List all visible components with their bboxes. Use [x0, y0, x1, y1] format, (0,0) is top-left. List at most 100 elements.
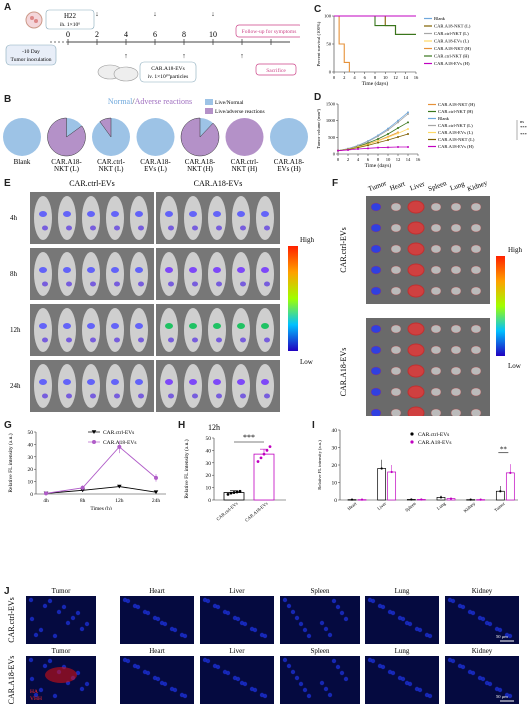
panel-j-label: J [4, 586, 10, 597]
data-point [449, 497, 453, 500]
stain-label: HA [30, 689, 38, 695]
fluorescence-signal [90, 225, 96, 231]
fluorescence-signal [192, 393, 198, 399]
arrow-down-icon: ↓ [153, 10, 157, 18]
nucleus [172, 687, 178, 693]
fluorescence-signal [114, 225, 120, 231]
series-line [337, 113, 409, 152]
organ-tile [430, 223, 442, 233]
mouse-body [34, 252, 52, 296]
organ-tile [407, 284, 425, 298]
y-tick-label: 0 [334, 498, 337, 504]
fluorescence-signal [39, 379, 47, 385]
organ-tile [470, 202, 482, 212]
organ-header: Spleen [310, 587, 330, 595]
data-point [397, 136, 399, 138]
nucleus [38, 627, 44, 633]
y-tick-label: 10 [28, 480, 34, 486]
x-tick-label: CAR.ctrl-EVs [215, 501, 238, 522]
legend-entry: CAR.A18-EVs (L) [434, 39, 469, 44]
ivis-whole-body-images: CAR.ctrl-EVs CAR.A18-EVs 4h 8h 12h 24h High Low [10, 179, 315, 412]
organ-tile [470, 366, 482, 376]
x-tick-label: Heart [346, 500, 358, 511]
nucleus [327, 632, 333, 638]
nucleus [480, 616, 486, 622]
pie-label: CAR.A18-EVs (H) [274, 158, 305, 173]
fluorescence-signal [165, 211, 173, 217]
panel-d-letter: D [314, 92, 322, 103]
tumor-day: -10 Day [22, 49, 40, 55]
fluorescence-signal [216, 281, 222, 287]
organ-header: Tumor [367, 179, 388, 193]
pie-label-line: NKT (L) [99, 165, 125, 173]
nucleus [497, 687, 503, 693]
panel-c-letter: C [314, 4, 322, 15]
legend-entry: CAR.ctrl-EVs [103, 430, 134, 436]
mouse-body [184, 364, 202, 408]
organ-tile [390, 202, 402, 212]
fluorescence-section [280, 656, 360, 704]
data-point [469, 498, 472, 501]
fluorescence-signal [168, 393, 174, 399]
fluorescence-signal [261, 267, 269, 273]
x-tick-label: CAR.A18-EVs [244, 501, 269, 523]
mouse-body [106, 364, 124, 408]
organ-header: Heart [389, 180, 406, 193]
x-tick-label: 16 [416, 157, 421, 162]
ex-vivo-organ-images: Tumor Heart Liver Spleen Lung Kidney CAR.ctrl-… [339, 179, 523, 416]
y-tick-label: 30 [332, 446, 338, 452]
mouse-body [34, 196, 52, 240]
data-point [360, 498, 364, 501]
group-header: CAR.ctrl-EVs [69, 179, 115, 188]
organ-tile [370, 408, 382, 416]
legend-entry: CAR.ctrl-EVs [418, 432, 449, 438]
legend-entry: Blank [434, 16, 446, 21]
fluorescence-signal [240, 337, 246, 343]
nucleus [370, 598, 376, 604]
pie-label-line: CAR.A18- [274, 158, 305, 166]
x-tick-label: 8 [377, 157, 380, 162]
nucleus [84, 621, 90, 627]
nucleus [162, 681, 168, 687]
organ-tile [370, 366, 382, 376]
nucleus [38, 687, 44, 693]
data-point [357, 148, 359, 150]
nucleus [460, 664, 466, 670]
group-header: CAR.A18-EVs [194, 179, 243, 188]
data-point [420, 498, 423, 501]
mouse-body [130, 308, 148, 352]
fluorescence-signal [90, 281, 96, 287]
pie-slice-normal [136, 118, 175, 156]
data-point [44, 491, 48, 496]
fluorescence-signal [237, 323, 245, 329]
data-point [347, 149, 349, 151]
fluorescence-signal [192, 281, 198, 287]
legend-swatch-adverse [205, 108, 213, 114]
fluorescence-signal [213, 379, 221, 385]
nucleus [242, 621, 248, 627]
fluorescence-signal [138, 225, 144, 231]
series-line [334, 15, 416, 36]
data-point [410, 498, 413, 501]
fluorescence-signal [90, 393, 96, 399]
data-point [226, 493, 230, 496]
pie-slice-adverse [180, 117, 220, 157]
y-tick-label: 40 [206, 448, 212, 454]
nucleus [145, 610, 151, 616]
data-point [117, 444, 122, 449]
nucleus [286, 603, 292, 609]
mouse-body [34, 364, 52, 408]
y-tick-label: 30 [206, 461, 212, 467]
fluorescence-signal [66, 281, 72, 287]
organ-header: Heart [149, 647, 165, 655]
organ-tile [470, 387, 482, 397]
tissue-fluorescence-sections: Tumor Heart Liver Spleen Lung Kidney CAR.ctrl-… [7, 587, 519, 704]
timeline-day-label: 4 [124, 30, 128, 39]
nucleus [42, 663, 48, 669]
fluorescence-signal [189, 323, 197, 329]
nucleus [225, 670, 231, 676]
data-point [390, 470, 393, 474]
data-point [407, 133, 409, 135]
nucleus [84, 681, 90, 687]
